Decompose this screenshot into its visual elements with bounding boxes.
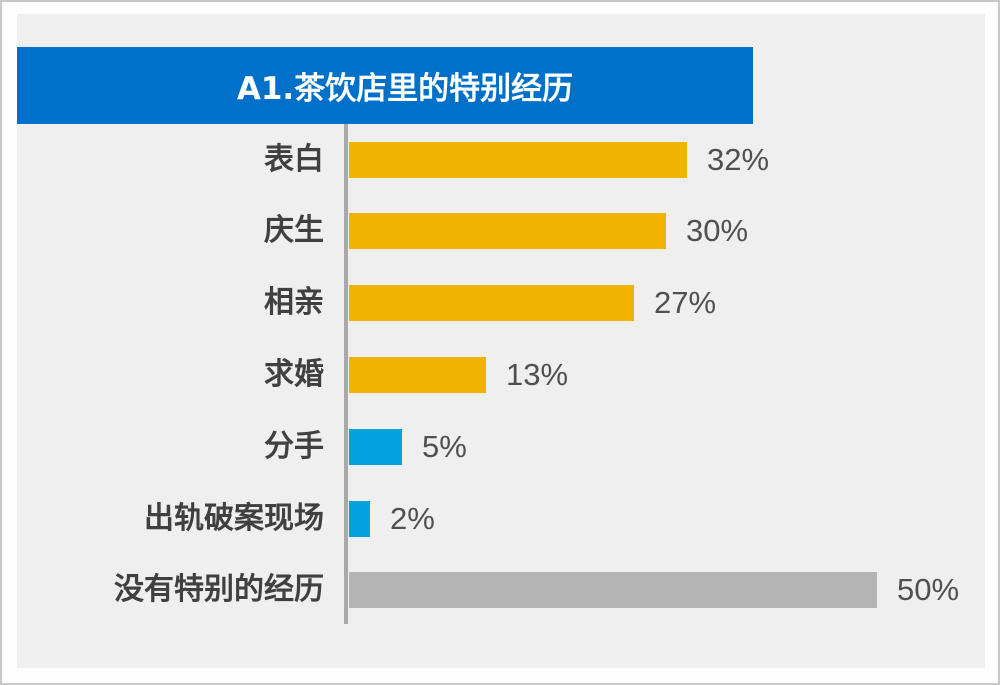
category-label: 出轨破案现场 [144, 501, 324, 536]
bar-row: 相亲 27% [0, 283, 1000, 323]
bar-row: 没有特别的经历 50% [0, 570, 1000, 610]
value-label: 5% [422, 429, 467, 464]
bar [349, 572, 877, 608]
value-label: 30% [686, 213, 749, 248]
category-label: 相亲 [264, 285, 324, 320]
bar-row: 表白 32% [0, 140, 1000, 180]
bar-row: 出轨破案现场 2% [0, 499, 1000, 539]
category-label: 表白 [264, 142, 324, 177]
chart-title: A1.茶饮店里的特别经历 [236, 71, 574, 107]
category-axis-line [344, 124, 348, 624]
bar-row: 求婚 13% [0, 355, 1000, 395]
value-label: 27% [654, 285, 717, 320]
bar [349, 285, 634, 321]
category-label: 没有特别的经历 [114, 572, 324, 607]
category-label: 庆生 [264, 213, 324, 248]
value-label: 2% [390, 501, 435, 536]
bar [349, 142, 687, 178]
bar [349, 213, 666, 249]
chart-title-bar: A1.茶饮店里的特别经历 [17, 47, 753, 124]
category-label: 求婚 [264, 357, 324, 392]
bar [349, 501, 370, 537]
value-label: 50% [897, 572, 960, 607]
value-label: 32% [707, 142, 770, 177]
bar-row: 庆生 30% [0, 211, 1000, 251]
bar [349, 357, 486, 393]
value-label: 13% [506, 357, 569, 392]
category-label: 分手 [264, 429, 324, 464]
bar-row: 分手 5% [0, 427, 1000, 467]
bar [349, 429, 402, 465]
